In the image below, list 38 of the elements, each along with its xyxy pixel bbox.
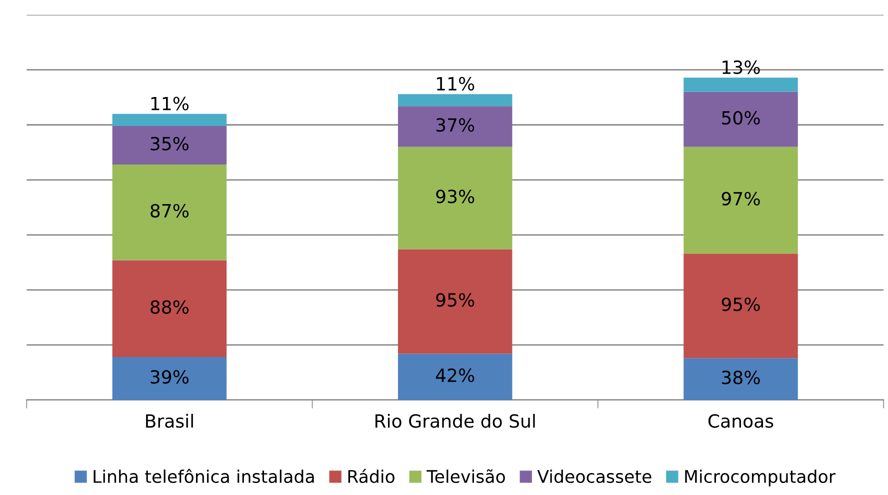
bar — [684, 254, 798, 358]
bar — [684, 358, 798, 400]
data-label: 97% — [722, 192, 760, 206]
bar — [112, 357, 227, 400]
data-label: 13% — [722, 60, 760, 74]
bar — [112, 164, 227, 260]
bar — [398, 354, 512, 400]
legend-label: Microcomputador — [685, 470, 836, 486]
data-label: 95% — [436, 293, 474, 307]
legend-label: Videocassete — [537, 470, 652, 484]
data-label: 42% — [436, 368, 474, 382]
data-label: 38% — [722, 370, 760, 384]
bar — [398, 146, 512, 250]
bar — [684, 146, 798, 254]
data-label: 95% — [722, 297, 760, 312]
bar — [684, 78, 798, 92]
data-label: 11% — [437, 76, 474, 91]
data-label: 37% — [436, 118, 474, 132]
data-label: 35% — [150, 136, 189, 150]
bar — [112, 126, 227, 164]
bar — [398, 249, 512, 354]
legend-label: Linha telefônica instalada — [94, 468, 314, 484]
bar — [398, 106, 512, 147]
x-tick-label: Brasil — [146, 414, 193, 428]
x-tick-label: Rio Grande do Sul — [376, 414, 535, 428]
x-tick-label: Canoas — [708, 414, 774, 428]
data-label: 39% — [150, 370, 189, 384]
data-label: 50% — [722, 110, 760, 125]
bar — [112, 260, 227, 358]
bar — [398, 94, 512, 106]
legend-label: Televisão — [426, 469, 505, 484]
data-label: 93% — [436, 190, 474, 204]
data-label: 88% — [150, 300, 189, 314]
bar — [112, 114, 227, 126]
bar — [684, 92, 798, 147]
legend-label: Rádio — [348, 468, 394, 484]
data-label: 11% — [151, 96, 189, 110]
data-label: 87% — [150, 204, 189, 218]
